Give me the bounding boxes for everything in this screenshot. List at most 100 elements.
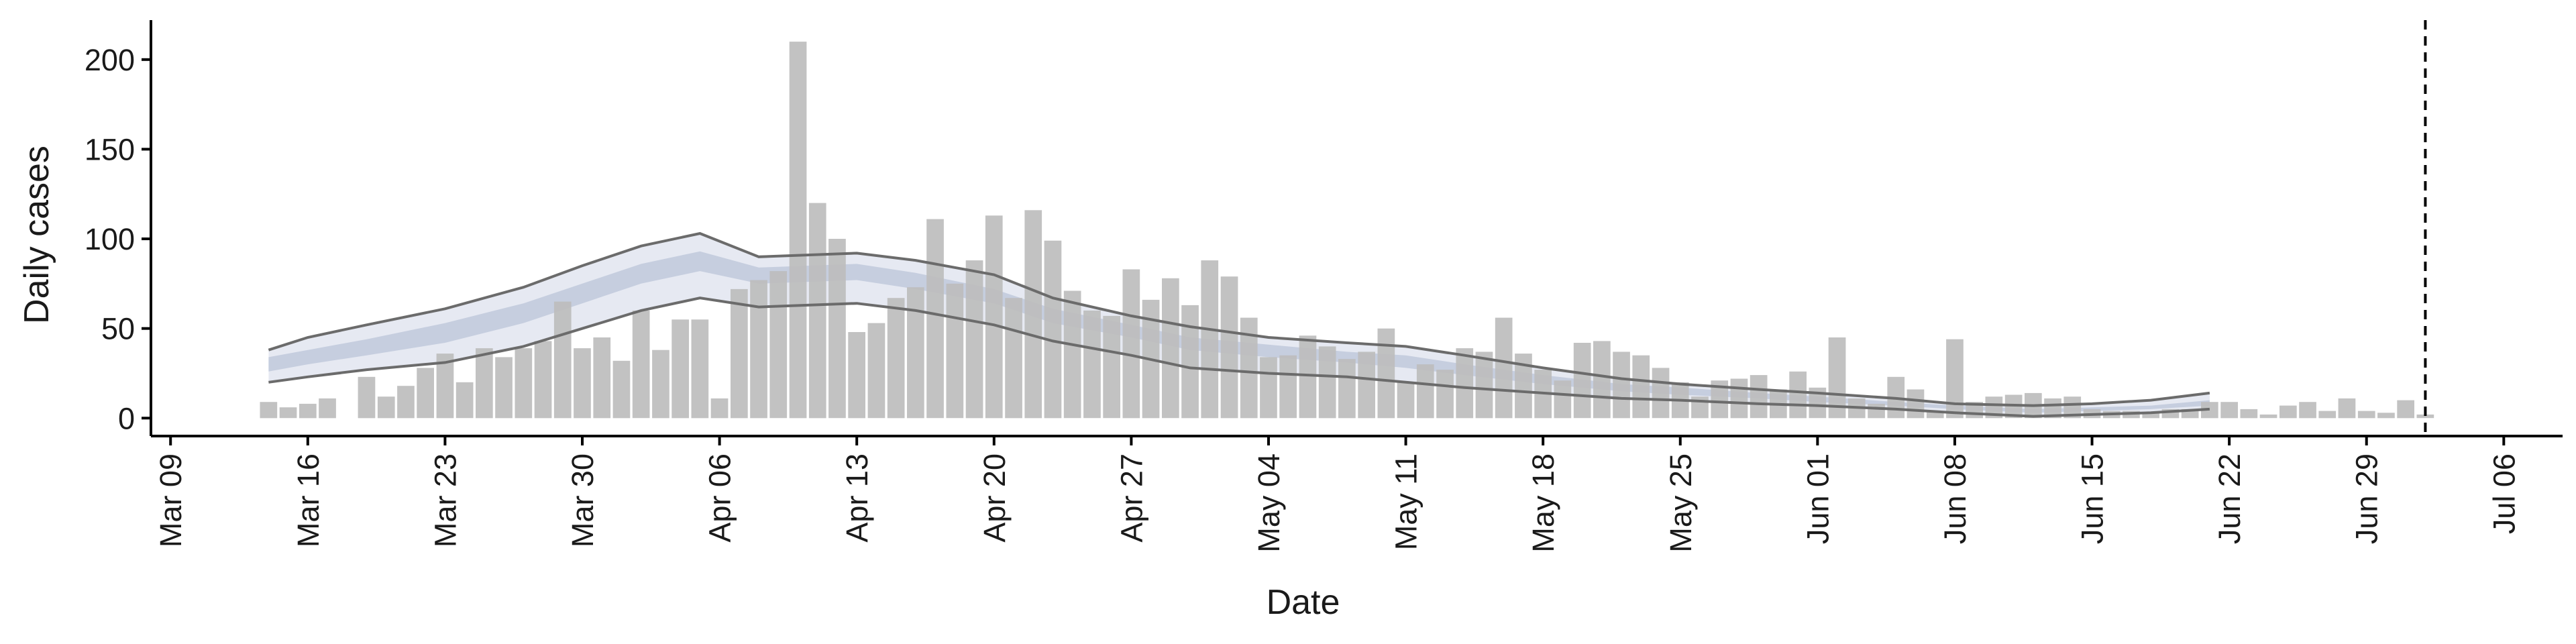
bar	[1632, 355, 1650, 419]
bar	[926, 219, 944, 419]
y-tick-label: 200	[85, 43, 135, 77]
x-tick-label: Jun 15	[2076, 453, 2110, 544]
bar	[2299, 402, 2316, 419]
bar	[1122, 269, 1140, 419]
bar	[946, 283, 964, 419]
y-tick-label: 150	[85, 132, 135, 166]
bar	[2397, 400, 2414, 419]
bar	[574, 348, 591, 419]
bar	[1868, 403, 1885, 419]
bar	[612, 360, 631, 419]
bar	[1436, 370, 1454, 419]
x-ticks: Mar 09 Mar 16 Mar 23 Mar 30 Apr 06 Apr 13 Apr …	[154, 436, 2521, 553]
bar	[1730, 378, 1748, 419]
bar	[672, 319, 689, 419]
bar	[1005, 298, 1022, 419]
y-ticks: 0 50 100 150 200	[85, 43, 151, 435]
bar	[2416, 414, 2434, 419]
bar	[553, 301, 572, 419]
bars-layer	[260, 42, 2434, 419]
bar	[789, 42, 807, 419]
bar	[1828, 337, 1846, 419]
bar	[358, 376, 376, 419]
bar	[1652, 368, 1670, 419]
x-tick-label: Apr 06	[703, 453, 737, 543]
bar	[1593, 341, 1611, 419]
bar	[769, 271, 788, 419]
bar	[710, 398, 729, 419]
bar	[1181, 305, 1199, 419]
bar	[1318, 346, 1336, 419]
bar	[887, 298, 905, 419]
bar	[2318, 411, 2337, 419]
x-tick-label: May 04	[1252, 453, 1286, 553]
bar	[1456, 348, 1474, 419]
bar	[731, 288, 748, 419]
bar	[299, 403, 317, 419]
bar	[965, 260, 983, 419]
bar	[1201, 260, 1219, 419]
bar	[848, 332, 865, 419]
bar	[1946, 339, 1964, 419]
bar	[2240, 409, 2258, 419]
x-tick-label: Apr 27	[1114, 453, 1148, 543]
bar	[2142, 413, 2160, 419]
axes-layer: 0 50 100 150 200 Mar 09 Mar 16 Mar 23 Mar 30 Apr…	[17, 20, 2563, 622]
bar	[2279, 405, 2297, 419]
bar	[1397, 382, 1415, 419]
bar	[1063, 290, 1081, 419]
bar	[1495, 317, 1513, 419]
bar	[593, 337, 611, 419]
x-tick-label: May 11	[1389, 453, 1424, 550]
lower-bound-line	[268, 297, 2210, 418]
y-tick-label: 100	[85, 222, 135, 256]
bar	[1338, 359, 1356, 419]
bar	[1573, 343, 1591, 419]
bar	[2259, 414, 2277, 419]
x-tick-label: Apr 20	[977, 453, 1012, 543]
x-tick-label: Mar 16	[291, 453, 325, 547]
bar	[808, 203, 826, 419]
x-tick-label: May 25	[1664, 453, 1698, 553]
bar	[1279, 355, 1297, 419]
bar	[1377, 328, 1395, 419]
ribbon-layer	[268, 233, 2210, 417]
bar	[1750, 375, 1768, 419]
bar	[691, 319, 709, 419]
bar	[1220, 276, 1238, 419]
bar	[985, 215, 1003, 419]
bar	[1044, 240, 1062, 419]
bar	[1299, 335, 1317, 419]
bar	[1358, 352, 1375, 419]
bar	[652, 350, 669, 419]
bar	[1024, 210, 1042, 419]
bar	[1475, 352, 1493, 419]
x-tick-label: Jun 08	[1938, 453, 1972, 544]
bar	[534, 341, 552, 419]
bar	[1162, 278, 1179, 419]
bar	[1926, 411, 1944, 419]
x-tick-label: Jun 29	[2350, 453, 2384, 544]
bar	[1613, 352, 1630, 419]
x-tick-label: Mar 09	[154, 453, 188, 547]
bar	[1103, 315, 1120, 419]
x-axis-title: Date	[1267, 583, 1340, 622]
bar	[907, 287, 924, 419]
x-tick-label: Jun 01	[1801, 453, 1835, 544]
y-tick-label: 0	[118, 401, 135, 435]
x-tick-label: Mar 30	[566, 453, 600, 547]
bar	[1907, 389, 1925, 419]
bar	[2357, 411, 2375, 419]
bar	[828, 239, 846, 419]
y-axis-title: Daily cases	[17, 146, 56, 324]
bar	[2220, 402, 2238, 419]
bar	[417, 368, 434, 419]
bar	[495, 357, 513, 419]
bar	[377, 396, 395, 419]
lines-layer	[268, 231, 2210, 418]
x-tick-label: May 18	[1526, 453, 1560, 553]
upper-bound-line	[268, 231, 2210, 407]
bar	[1416, 364, 1434, 419]
x-tick-label: Apr 13	[840, 453, 874, 543]
